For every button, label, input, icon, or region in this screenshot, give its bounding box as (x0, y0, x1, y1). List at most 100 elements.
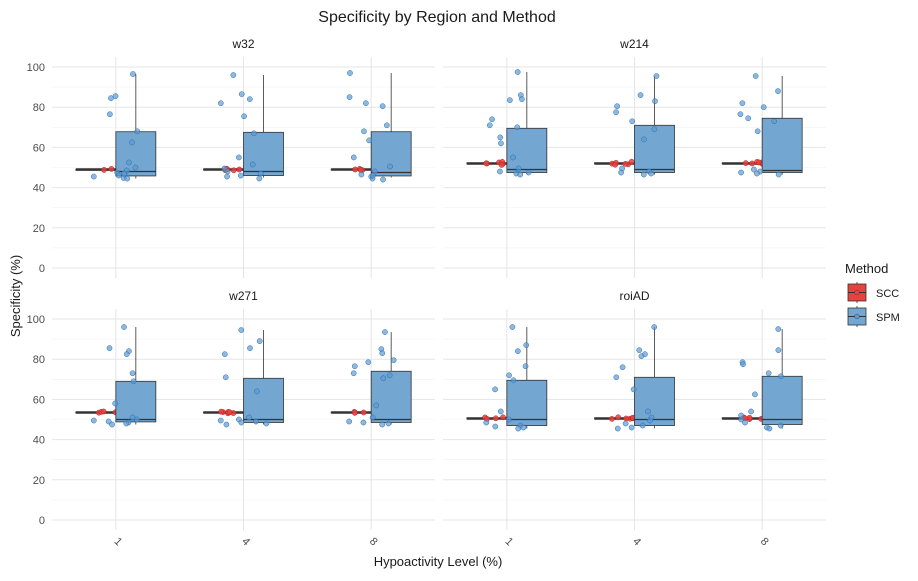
spm-box (761, 117, 803, 173)
spm-point (629, 118, 636, 125)
spm-point (386, 372, 393, 379)
x-tick-label: 4 (239, 535, 252, 548)
spm-point (640, 171, 647, 178)
spm-point (622, 420, 629, 427)
spm-point (514, 69, 521, 75)
spm-point (112, 400, 119, 407)
spm-point (385, 420, 392, 427)
spm-point (641, 136, 647, 143)
spm-point (619, 364, 626, 371)
spm-point (121, 324, 127, 330)
spm-point (223, 421, 230, 428)
spm-point (129, 370, 136, 377)
scc-point (230, 167, 237, 174)
legend: Method SCC SPM (845, 261, 900, 327)
y-tick-label: 20 (33, 223, 45, 235)
spm-point (752, 73, 759, 79)
spm-point (256, 175, 263, 182)
spm-point (630, 386, 637, 393)
spm-point (497, 408, 504, 415)
spm-point (497, 134, 504, 141)
spm-point (510, 154, 516, 161)
spm-point (379, 421, 386, 428)
spm-box (506, 127, 548, 173)
spm-point (771, 118, 778, 125)
spm-point (360, 419, 367, 426)
spm-point (383, 122, 390, 129)
scc-point (101, 167, 107, 173)
spm-box (506, 379, 548, 426)
y-tick-label: 60 (33, 394, 45, 406)
spm-point (740, 361, 746, 368)
spm-point (249, 161, 256, 168)
spm-point (515, 165, 522, 172)
spm-box (370, 370, 412, 423)
spm-point (752, 391, 758, 398)
spm-point (613, 109, 619, 116)
spm-point (748, 408, 754, 415)
spm-point (263, 420, 270, 427)
spm-point (217, 100, 224, 107)
spm-point (775, 88, 781, 94)
scc-point (609, 416, 615, 422)
spm-point (369, 172, 376, 179)
x-tick-label: 8 (367, 535, 380, 548)
spm-point (241, 113, 247, 120)
spm-point (387, 163, 393, 170)
scc-point (357, 167, 364, 173)
spm-point (506, 416, 512, 423)
scc-point (500, 414, 506, 421)
spm-point (236, 154, 242, 161)
scc-point (236, 166, 243, 173)
legend-label: SPM (876, 312, 900, 324)
spm-point (90, 417, 97, 424)
spm-point (636, 347, 643, 354)
spm-point (766, 425, 773, 432)
spm-point (614, 425, 621, 432)
spm-point (130, 71, 136, 77)
spm-point (522, 363, 529, 370)
spm-point (492, 423, 499, 430)
scc-point (360, 409, 367, 416)
spm-point (358, 171, 365, 178)
spm-point (246, 96, 253, 103)
spm-box (370, 131, 412, 177)
spm-point (217, 417, 224, 424)
legend-title: Method (845, 261, 888, 276)
x-tick-label: 1 (503, 535, 516, 548)
spm-point (520, 424, 527, 431)
x-tick-label: 4 (630, 535, 643, 548)
spm-point (132, 164, 139, 171)
scc-point (749, 160, 756, 167)
spm-point (124, 175, 131, 182)
spm-point (380, 176, 386, 183)
scc-point (622, 161, 629, 167)
spm-point (123, 351, 130, 358)
spm-point (90, 173, 97, 180)
spm-point (486, 122, 493, 129)
spm-point (737, 111, 744, 118)
y-tick-label: 0 (39, 263, 45, 275)
spm-point (369, 414, 376, 421)
legend-key-point (854, 313, 860, 320)
scc-point (483, 160, 490, 167)
spm-point (738, 169, 744, 176)
spm-point (498, 140, 504, 147)
spm-point (238, 419, 245, 426)
spm-point (365, 359, 372, 366)
spm-point (515, 425, 522, 432)
spm-point (775, 326, 782, 332)
spm-point (489, 116, 495, 123)
spm-point (363, 100, 369, 107)
spm-point (224, 173, 230, 180)
spm-point (346, 418, 353, 425)
scc-point (492, 415, 499, 422)
legend-key-point (854, 289, 860, 296)
y-tick-label: 80 (33, 354, 45, 366)
spm-point (221, 351, 228, 358)
spm-point (361, 128, 367, 135)
spm-point (134, 416, 140, 423)
spm-point (382, 329, 388, 335)
scc-point (628, 158, 635, 165)
